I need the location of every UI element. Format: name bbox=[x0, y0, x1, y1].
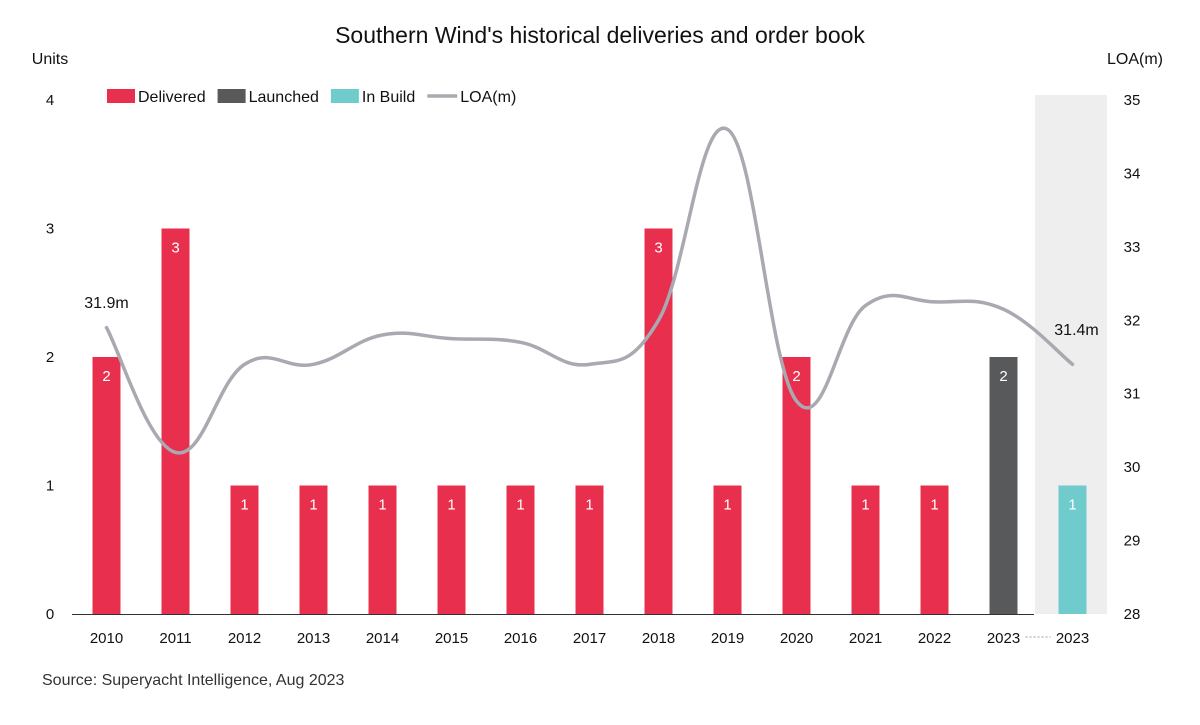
x-tick-label: 2021 bbox=[849, 630, 882, 647]
bar-value-label: 1 bbox=[723, 497, 731, 514]
bar-value-label: 2 bbox=[102, 368, 110, 385]
annotations: 31.9m 31.4m bbox=[84, 295, 1098, 339]
bar bbox=[299, 485, 328, 614]
y2-axis-title: LOA(m) bbox=[1107, 51, 1163, 68]
legend-label: In Build bbox=[362, 89, 415, 106]
legend: Delivered Launched In Build LOA(m) bbox=[107, 89, 516, 106]
y2-tick-label: 29 bbox=[1124, 533, 1141, 550]
bar-value-label: 1 bbox=[585, 497, 593, 514]
loa-annotation-first: 31.9m bbox=[84, 295, 128, 312]
x-tick-label: 2013 bbox=[297, 630, 330, 647]
bar-value-label: 1 bbox=[516, 497, 524, 514]
y2-tick-label: 34 bbox=[1124, 165, 1141, 182]
bar bbox=[506, 485, 535, 614]
bar-value-label: 1 bbox=[447, 497, 455, 514]
y2-tick-label: 33 bbox=[1124, 239, 1141, 256]
x-tick-label: 2019 bbox=[711, 630, 744, 647]
bar-value-label: 2 bbox=[792, 368, 800, 385]
y-tick-label: 2 bbox=[46, 349, 54, 366]
bar-value-label: 1 bbox=[861, 497, 869, 514]
bar bbox=[575, 485, 604, 614]
x-tick-label: 2017 bbox=[573, 630, 606, 647]
x-tick-label: 2014 bbox=[366, 630, 399, 647]
legend-swatch bbox=[330, 89, 359, 103]
x-tick-label: 2023 bbox=[1056, 630, 1089, 647]
bar bbox=[1058, 485, 1087, 614]
y2-tick-label: 28 bbox=[1124, 606, 1141, 623]
x-tick-label: 2018 bbox=[642, 630, 675, 647]
chart-title: Southern Wind's historical deliveries an… bbox=[335, 22, 865, 48]
x-tick-label: 2020 bbox=[780, 630, 813, 647]
bar bbox=[230, 485, 259, 614]
x-tick-label: 2016 bbox=[504, 630, 537, 647]
bar-value-label: 3 bbox=[171, 240, 179, 257]
bar-value-label: 1 bbox=[930, 497, 938, 514]
x-tick-label: 2015 bbox=[435, 630, 468, 647]
legend-label: Delivered bbox=[138, 89, 206, 106]
legend-swatch bbox=[107, 89, 135, 103]
bar bbox=[920, 485, 949, 614]
x-tick-label: 2010 bbox=[90, 630, 123, 647]
x-tick-label: 2022 bbox=[918, 630, 951, 647]
bar-value-label: 1 bbox=[240, 497, 248, 514]
y2-tick-label: 30 bbox=[1124, 459, 1141, 476]
x-tick-label: 2012 bbox=[228, 630, 261, 647]
bar bbox=[782, 357, 811, 614]
bar-value-label: 2 bbox=[999, 368, 1007, 385]
bar-value-label: 1 bbox=[1068, 497, 1076, 514]
legend-swatch bbox=[217, 89, 246, 103]
y-tick-label: 3 bbox=[46, 221, 54, 238]
loa-annotation-last: 31.4m bbox=[1054, 322, 1098, 339]
loa-line-path bbox=[104, 126, 1075, 455]
bar bbox=[713, 485, 742, 614]
y-tick-label: 4 bbox=[46, 92, 54, 109]
bar-value-label: 1 bbox=[378, 497, 386, 514]
loa-line bbox=[104, 126, 1075, 455]
bar-value-label: 3 bbox=[654, 240, 662, 257]
source-note: Source: Superyacht Intelligence, Aug 202… bbox=[42, 672, 345, 689]
bar bbox=[368, 485, 397, 614]
y2-tick-label: 32 bbox=[1124, 312, 1141, 329]
bar bbox=[851, 485, 880, 614]
y-tick-label: 1 bbox=[46, 478, 54, 495]
x-tick-label: 2011 bbox=[159, 630, 191, 647]
legend-label: Launched bbox=[249, 89, 319, 106]
bar bbox=[161, 228, 190, 614]
y-axis-title: Units bbox=[32, 51, 68, 68]
bar bbox=[644, 228, 673, 614]
bar bbox=[437, 485, 466, 614]
bar bbox=[989, 357, 1018, 614]
bar bbox=[92, 357, 121, 614]
bar-value-label: 1 bbox=[309, 497, 317, 514]
legend-label: LOA(m) bbox=[460, 89, 516, 106]
y2-tick-label: 31 bbox=[1124, 386, 1141, 403]
x-tick-label: 2023 bbox=[987, 630, 1020, 647]
y-tick-label: 0 bbox=[46, 606, 54, 623]
bars: 2 3 1 1 1 1 1 1 3 1 2 1 1 2 1 bbox=[92, 228, 1087, 614]
y2-tick-label: 35 bbox=[1124, 92, 1141, 109]
